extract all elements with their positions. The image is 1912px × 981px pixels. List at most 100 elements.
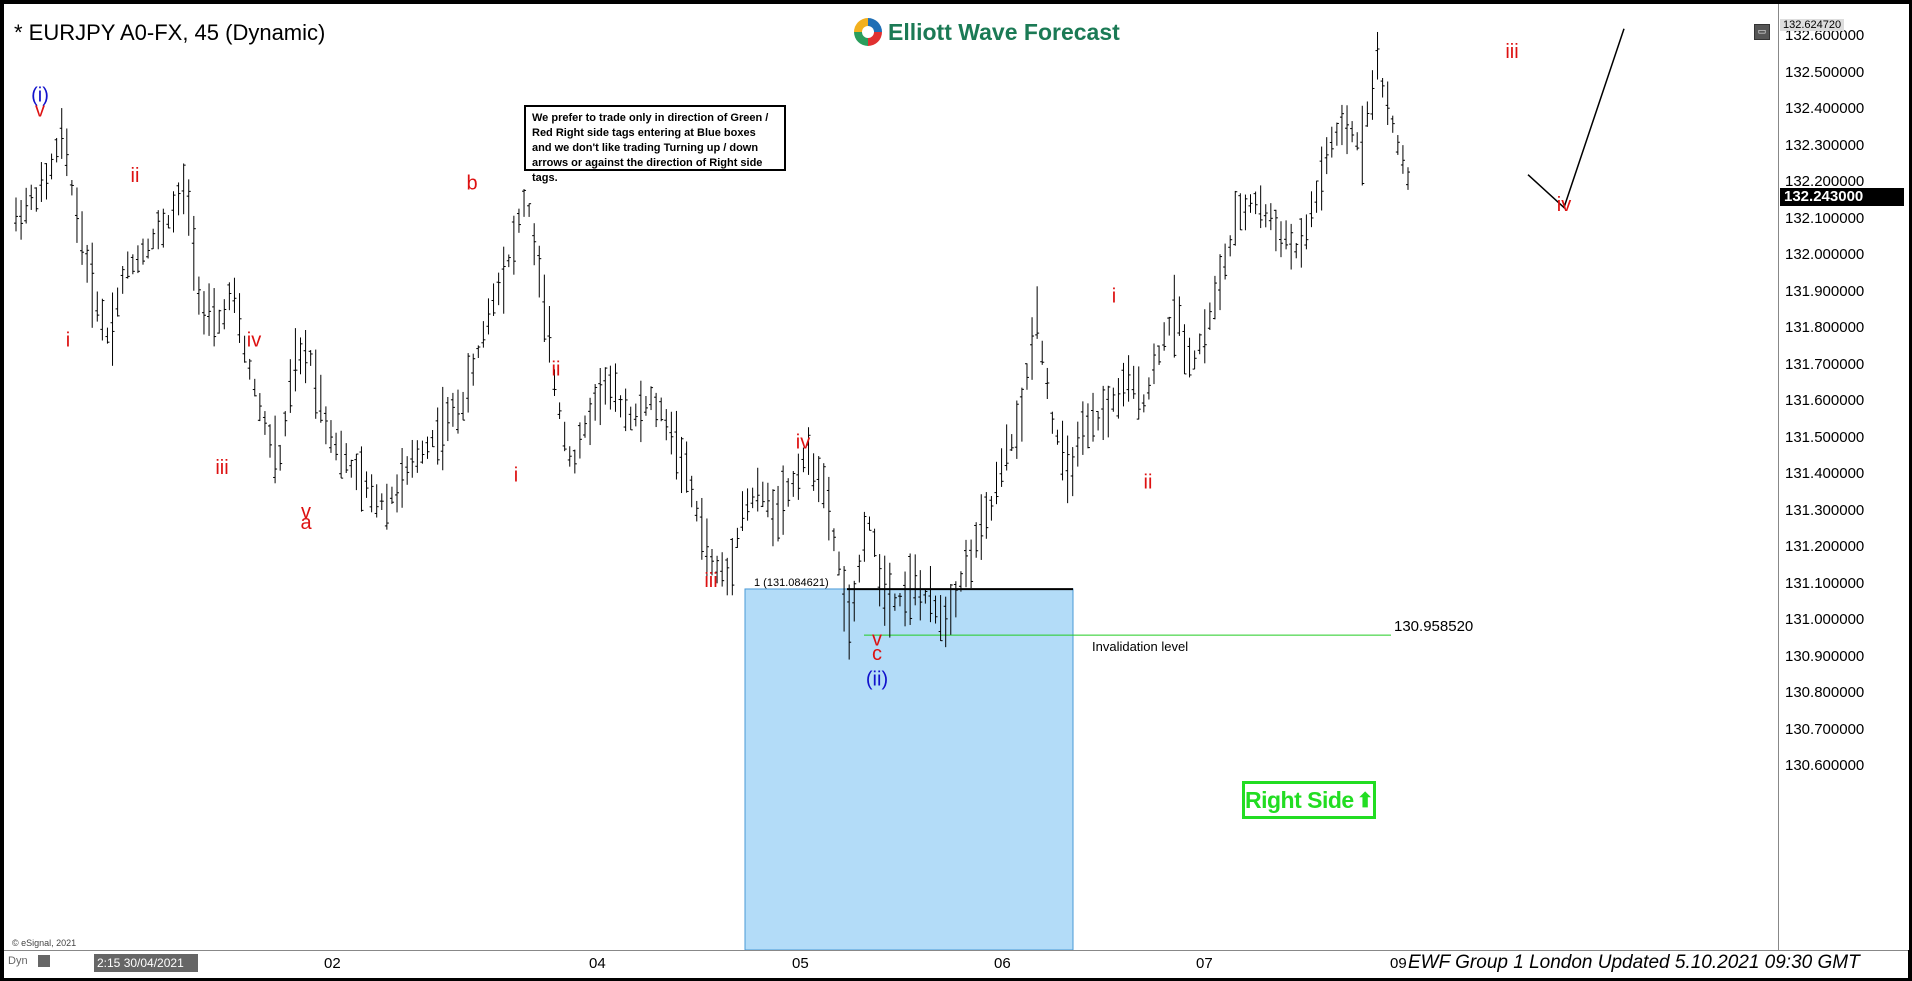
- ohlc-bar: [1314, 180, 1319, 213]
- ohlc-bar: [537, 245, 542, 298]
- ohlc-bar: [1309, 191, 1314, 228]
- ohlc-bar: [913, 554, 918, 606]
- ohlc-bar: [313, 349, 318, 419]
- ohlc-bar: [1197, 333, 1202, 355]
- ohlc-bar: [100, 298, 105, 341]
- price-tick-label: 132.400000: [1785, 100, 1865, 117]
- ohlc-bar: [908, 553, 913, 625]
- ohlc-bar: [461, 391, 466, 421]
- price-tick-label: 130.600000: [1785, 757, 1865, 774]
- ohlc-bar: [1406, 167, 1410, 190]
- ohlc-bar: [786, 478, 791, 507]
- ohlc-bar: [445, 396, 450, 442]
- wave-label: iv: [247, 329, 261, 351]
- ohlc-bar: [1014, 400, 1019, 459]
- ohlc-bar: [1060, 420, 1065, 481]
- ohlc-bar: [486, 298, 491, 335]
- price-tick-label: 131.200000: [1785, 538, 1865, 555]
- ohlc-bar: [1212, 275, 1217, 320]
- ohlc-bar: [674, 410, 679, 480]
- price-tick-label: 132.500000: [1785, 63, 1865, 81]
- ohlc-bar: [425, 436, 430, 459]
- ohlc-bar: [791, 471, 796, 497]
- ohlc-bar: [359, 446, 364, 512]
- ohlc-bar: [110, 292, 115, 366]
- ohlc-bar: [918, 570, 923, 621]
- brand-icon: [854, 18, 882, 46]
- ohlc-bar: [1228, 235, 1233, 257]
- ohlc-bar: [1065, 435, 1070, 504]
- ohlc-bar: [115, 287, 120, 317]
- time-axis[interactable]: Dyn 2:15 30/04/2021 EWF Group 1 London U…: [4, 950, 1908, 978]
- ohlc-bar: [1294, 242, 1299, 259]
- ohlc-bar: [481, 321, 486, 348]
- wave-label: (ii): [866, 669, 888, 691]
- ohlc-bar: [161, 208, 166, 248]
- ohlc-bar: [191, 215, 196, 291]
- wave-label: iii: [704, 570, 717, 592]
- ohlc-bar: [969, 539, 974, 589]
- price-tick-label: 131.800000: [1785, 319, 1865, 336]
- ohlc-bar: [120, 266, 125, 294]
- ohlc-bar: [801, 447, 806, 473]
- ohlc-bar: [603, 367, 608, 405]
- ohlc-bar: [903, 571, 908, 627]
- ohlc-bar: [664, 409, 669, 441]
- ohlc-bar: [455, 389, 460, 434]
- ohlc-bar: [857, 554, 862, 583]
- ohlc-bar: [69, 180, 74, 196]
- ohlc-bar: [196, 276, 201, 315]
- update-footer: EWF Group 1 London Updated 5.10.2021 09:…: [1408, 952, 1860, 973]
- ohlc-bar: [608, 365, 613, 410]
- ohlc-bar: [689, 475, 694, 508]
- ohlc-bar: [1289, 223, 1294, 270]
- ohlc-bar: [135, 245, 140, 274]
- ohlc-bar: [979, 494, 984, 560]
- ohlc-bar: [740, 491, 745, 531]
- ohlc-bar: [1360, 105, 1365, 186]
- ohlc-bar: [1263, 204, 1268, 228]
- ohlc-bar: [654, 392, 659, 428]
- ohlc-bar: [176, 182, 181, 216]
- ohlc-bar: [171, 191, 176, 233]
- ohlc-bar: [1040, 340, 1045, 365]
- wave-label: i: [1112, 285, 1116, 307]
- ohlc-bar: [760, 481, 765, 508]
- ohlc-bar: [943, 596, 948, 648]
- ohlc-bars: [14, 31, 1410, 660]
- ohlc-bar: [557, 402, 562, 419]
- ohlc-bar: [694, 500, 699, 522]
- ohlc-bar: [511, 215, 516, 275]
- top-price-tag: 132.624720: [1780, 19, 1845, 31]
- price-tick-label: 131.700000: [1785, 355, 1865, 373]
- price-tick-label: 132.600000: [1785, 27, 1865, 44]
- ohlc-bar: [588, 397, 593, 446]
- ohlc-bar: [796, 453, 801, 500]
- plot-area[interactable]: 1 (131.084621) Invalidation level 130.95…: [4, 4, 1778, 950]
- ohlc-bar: [1223, 243, 1228, 280]
- ohlc-bar: [1187, 337, 1192, 378]
- ohlc-bar: [476, 345, 481, 358]
- ohlc-bar: [1248, 194, 1253, 213]
- price-tick-label: 132.100000: [1785, 209, 1865, 227]
- ohlc-bar: [95, 291, 100, 322]
- calendar-icon[interactable]: [38, 955, 50, 967]
- price-axis[interactable]: 132.600000 132.500000 132.400000 132.300000…: [1778, 4, 1909, 950]
- ohlc-bar: [999, 448, 1004, 487]
- ohlc-bar: [323, 406, 328, 445]
- ohlc-bar: [1106, 385, 1111, 438]
- ohlc-bar: [593, 384, 598, 421]
- ohlc-bar: [1339, 104, 1344, 146]
- wave-label: ii: [1144, 472, 1153, 494]
- price-tick-label: 131.600000: [1785, 392, 1865, 409]
- ohlc-bar: [491, 283, 496, 316]
- ohlc-bar: [90, 242, 95, 328]
- ohlc-bar: [395, 474, 400, 513]
- ohlc-bar: [420, 440, 425, 464]
- ohlc-bar: [247, 358, 252, 380]
- ohlc-bar: [633, 403, 638, 427]
- ohlc-bar: [715, 555, 720, 584]
- restore-window-icon[interactable]: ▭: [1754, 24, 1770, 40]
- ohlc-bar: [212, 288, 217, 347]
